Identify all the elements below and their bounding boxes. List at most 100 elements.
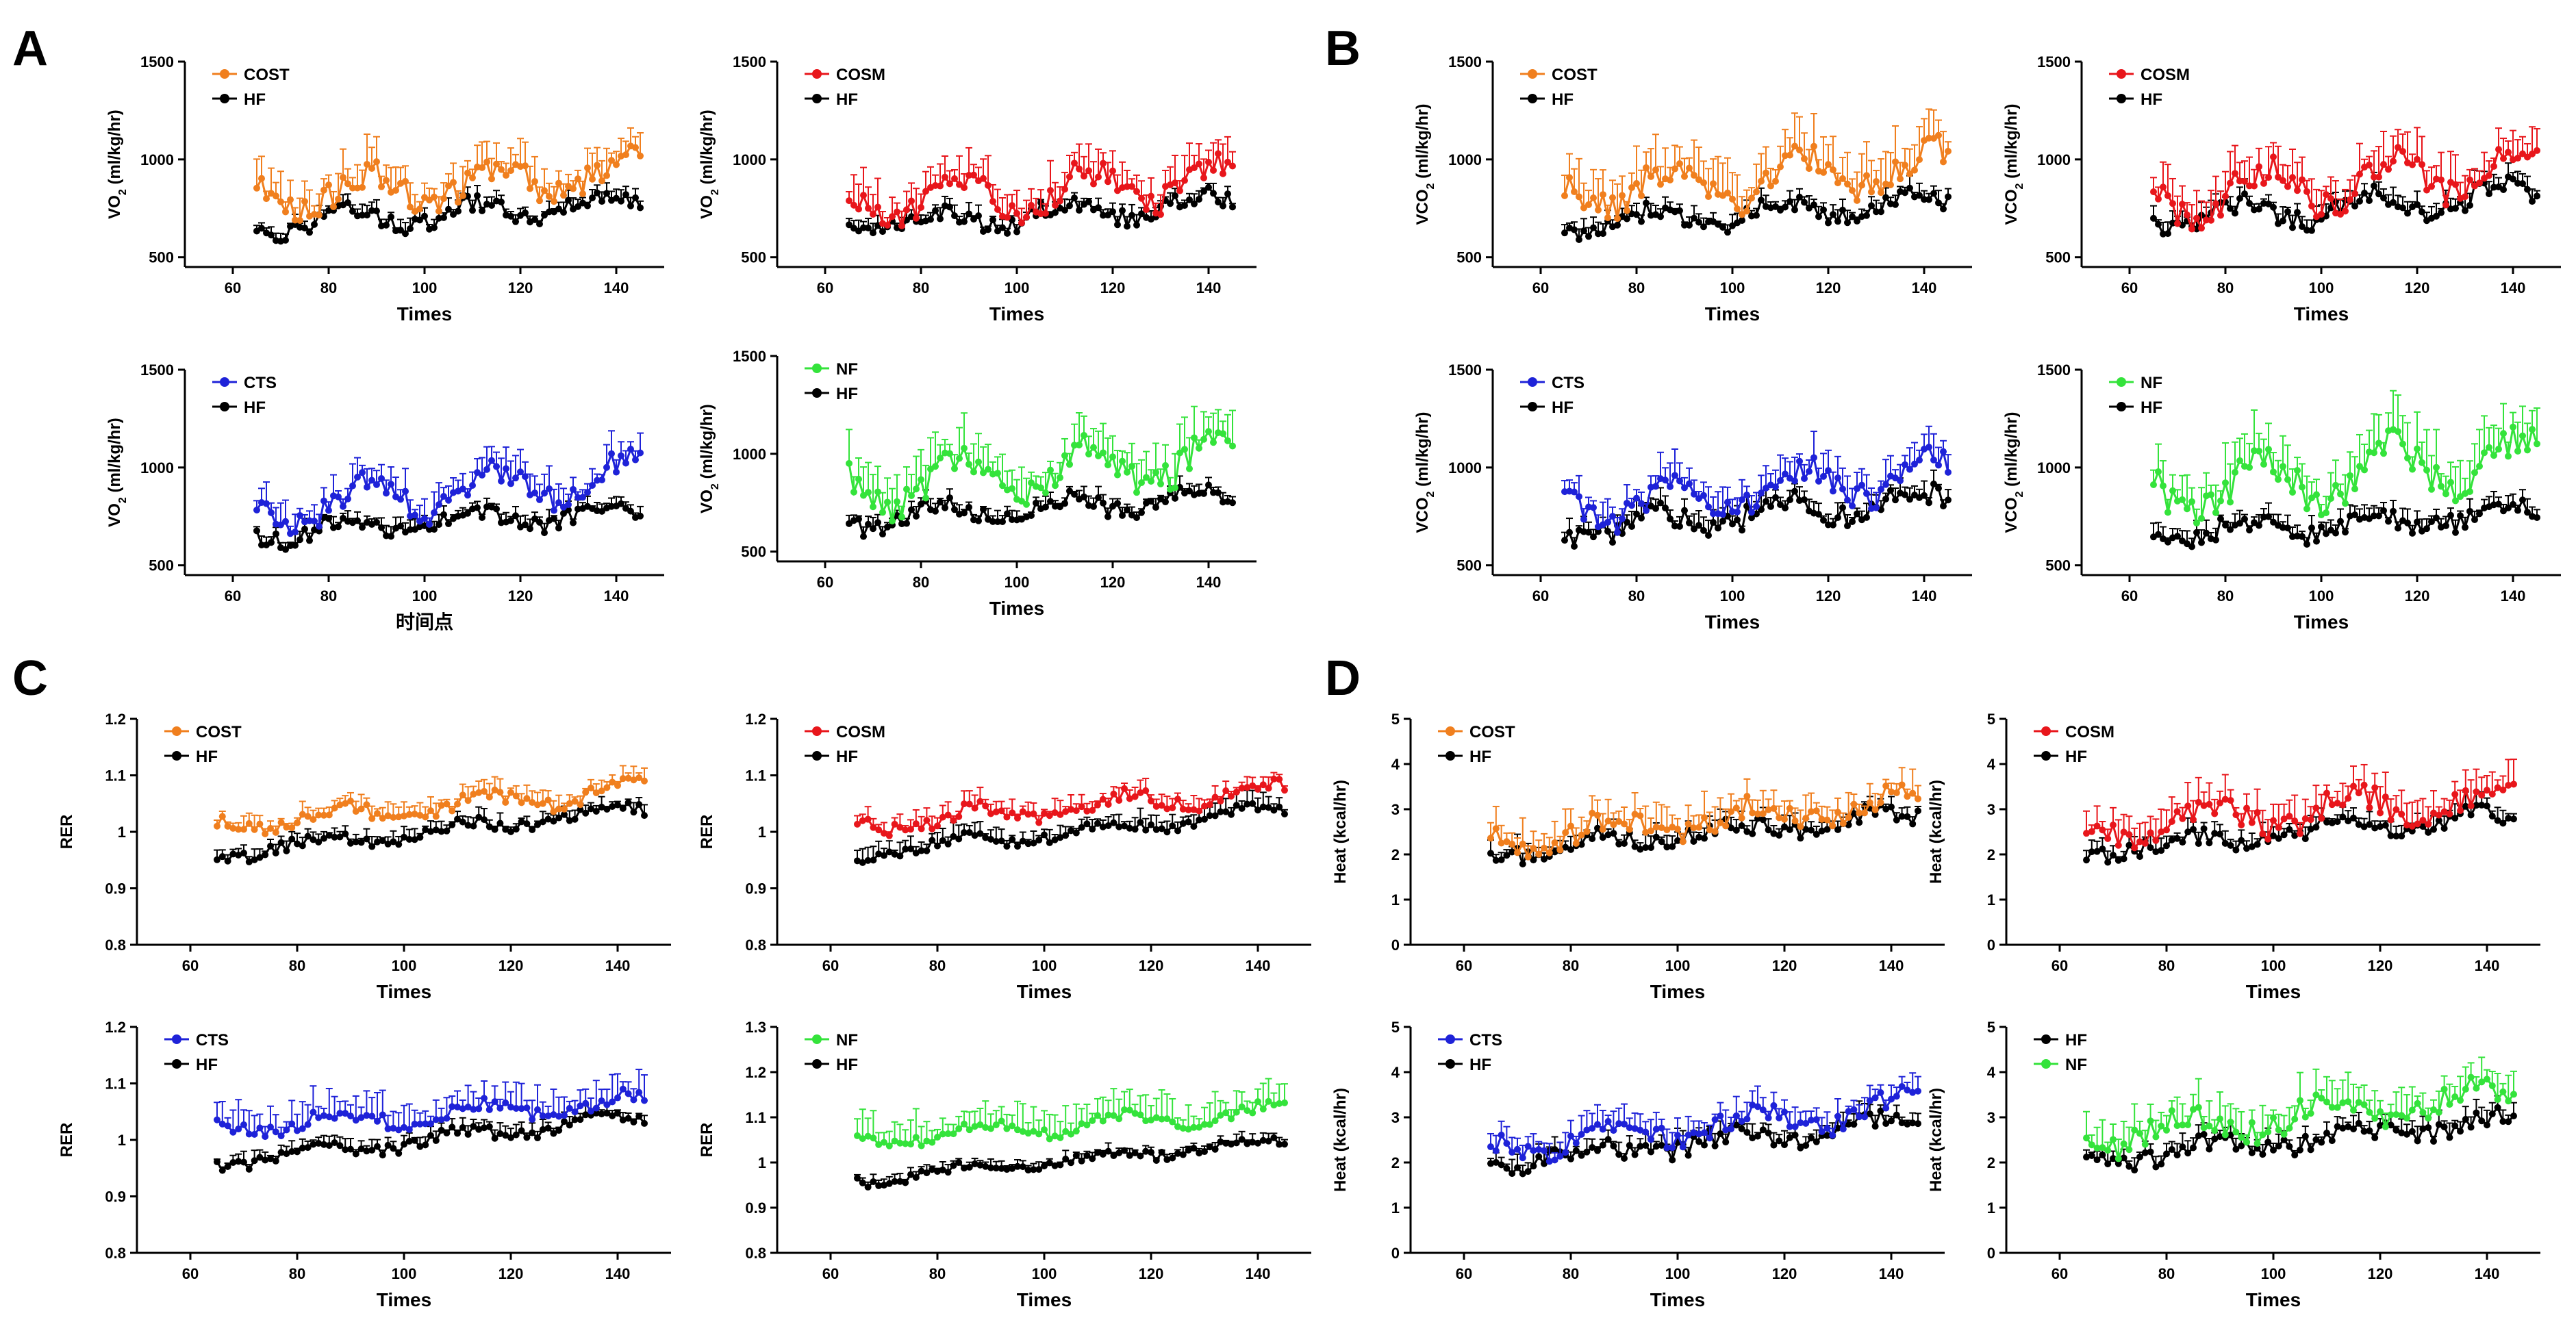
data-point bbox=[2524, 186, 2531, 193]
data-point bbox=[908, 506, 915, 513]
data-point bbox=[551, 507, 557, 514]
data-point bbox=[570, 485, 577, 493]
legend-marker bbox=[1528, 402, 1537, 411]
data-point bbox=[2308, 227, 2315, 234]
data-point bbox=[1935, 199, 1942, 207]
data-point bbox=[273, 530, 279, 537]
y-axis-title-main: RER bbox=[698, 815, 716, 850]
data-point bbox=[1229, 442, 1236, 450]
data-point bbox=[1119, 207, 1126, 214]
data-point bbox=[994, 518, 1001, 525]
data-point bbox=[445, 205, 452, 213]
data-point bbox=[331, 833, 338, 841]
data-point bbox=[2466, 176, 2473, 183]
data-point bbox=[630, 809, 637, 816]
data-point bbox=[2313, 537, 2320, 545]
data-point bbox=[2452, 529, 2459, 536]
data-point bbox=[1196, 160, 1202, 168]
data-point bbox=[1157, 211, 1164, 218]
data-point bbox=[229, 824, 237, 832]
data-point bbox=[2280, 217, 2286, 225]
y-axis-title-sub: 2 bbox=[709, 189, 721, 195]
data-point bbox=[641, 812, 648, 819]
data-point bbox=[311, 220, 318, 228]
series-hf bbox=[846, 475, 1236, 540]
data-point bbox=[296, 217, 303, 225]
data-point bbox=[1643, 164, 1650, 171]
data-point bbox=[373, 207, 380, 215]
data-point bbox=[258, 225, 265, 232]
data-point bbox=[374, 838, 381, 846]
data-point bbox=[359, 212, 366, 219]
data-point bbox=[1205, 183, 1212, 191]
data-point bbox=[1090, 444, 1097, 451]
data-point bbox=[1902, 162, 1908, 169]
data-point bbox=[1801, 475, 1808, 483]
data-point bbox=[603, 190, 610, 197]
data-point bbox=[541, 187, 548, 194]
data-point bbox=[522, 473, 529, 481]
data-point bbox=[2342, 529, 2349, 536]
data-point bbox=[1763, 498, 1769, 505]
legend-marker bbox=[220, 402, 229, 411]
data-point bbox=[1174, 827, 1181, 835]
data-point bbox=[1081, 431, 1087, 439]
legend-label: CTS bbox=[1552, 374, 1584, 392]
data-point bbox=[1839, 504, 1846, 511]
data-point bbox=[2303, 540, 2310, 548]
data-point bbox=[2222, 479, 2229, 487]
data-point bbox=[531, 216, 538, 223]
data-point bbox=[1892, 496, 1899, 504]
data-point bbox=[1148, 477, 1154, 485]
data-point bbox=[1916, 457, 1923, 464]
data-point bbox=[2524, 446, 2531, 454]
y-axis-title-main: VO bbox=[105, 195, 124, 219]
data-point bbox=[1042, 209, 1049, 217]
legend-label: CTS bbox=[244, 374, 277, 392]
legend-label: COSM bbox=[836, 66, 885, 84]
data-point bbox=[1806, 204, 1813, 212]
data-point bbox=[512, 792, 520, 800]
data-point bbox=[637, 152, 644, 160]
data-point bbox=[618, 500, 624, 507]
data-point bbox=[1686, 480, 1693, 487]
data-point bbox=[2423, 525, 2430, 533]
legend-label: COST bbox=[1552, 66, 1598, 84]
data-point bbox=[976, 830, 984, 837]
y-axis-title-main: VCO bbox=[2002, 497, 2021, 533]
data-point bbox=[975, 517, 982, 524]
data-point bbox=[253, 184, 260, 192]
data-point bbox=[1172, 494, 1178, 502]
x-axis-title: Times bbox=[1705, 611, 1760, 633]
data-point bbox=[1124, 183, 1131, 190]
legend-marker bbox=[172, 751, 181, 761]
x-tick-label: 80 bbox=[1628, 279, 1645, 296]
data-point bbox=[1081, 173, 1087, 180]
data-point bbox=[2289, 488, 2296, 496]
data-point bbox=[1834, 513, 1841, 521]
data-point bbox=[435, 501, 442, 509]
data-point bbox=[561, 805, 568, 813]
data-point bbox=[282, 518, 289, 525]
data-point bbox=[618, 197, 624, 205]
x-tick-label: 140 bbox=[1246, 957, 1271, 974]
data-point bbox=[1148, 192, 1154, 200]
data-point bbox=[1767, 182, 1774, 190]
data-point bbox=[374, 810, 381, 817]
data-point bbox=[1576, 493, 1582, 500]
data-point bbox=[630, 776, 637, 784]
data-point bbox=[2222, 522, 2229, 529]
data-point bbox=[1580, 227, 1587, 235]
data-point bbox=[950, 832, 957, 840]
data-point bbox=[1200, 188, 1207, 195]
data-point bbox=[913, 214, 920, 222]
data-point bbox=[1138, 479, 1145, 486]
data-point bbox=[272, 849, 279, 856]
data-point bbox=[1259, 803, 1267, 811]
data-point bbox=[946, 494, 953, 502]
data-point bbox=[2428, 183, 2435, 190]
data-point bbox=[2347, 196, 2353, 203]
data-point bbox=[874, 519, 881, 526]
y-axis-title: VCO2 (ml/kg/hr) bbox=[1413, 412, 1437, 533]
